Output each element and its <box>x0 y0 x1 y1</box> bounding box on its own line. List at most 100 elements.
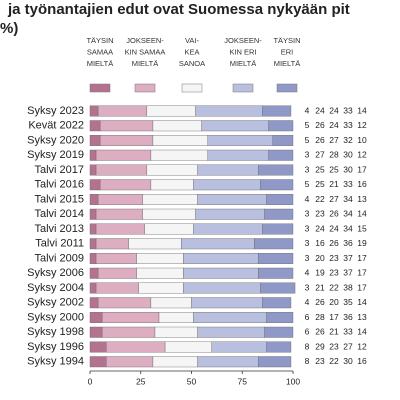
bar-segment <box>254 238 294 250</box>
value-label: 20 <box>329 297 339 307</box>
value-label: 12 <box>357 120 367 130</box>
value-label: 36 <box>343 238 353 248</box>
legend-swatch <box>89 83 111 93</box>
bar-segment <box>152 135 208 146</box>
value-label: 5 <box>305 135 310 145</box>
bar-segment <box>89 326 103 338</box>
value-label: 12 <box>357 341 367 351</box>
category-label: Kevät 2022 <box>28 120 84 132</box>
value-label: 24 <box>329 223 339 233</box>
bar-segment <box>152 120 202 132</box>
value-label: 23 <box>315 209 325 219</box>
bar-segment <box>146 105 196 117</box>
bar-segment <box>266 312 294 323</box>
bar-segment <box>138 282 184 294</box>
value-label: 16 <box>315 238 325 248</box>
bar-segment <box>128 238 182 250</box>
bar-segment <box>136 253 184 264</box>
bar-segment <box>95 223 146 235</box>
bar-segment <box>258 164 294 176</box>
value-label: 21 <box>329 327 339 337</box>
bar-segment <box>89 297 99 309</box>
value-label: 6 <box>305 312 310 322</box>
bar-segment <box>158 312 194 323</box>
value-label: 22 <box>329 282 339 292</box>
value-label: 21 <box>329 179 339 189</box>
legend-swatch <box>232 83 254 93</box>
value-label: 14 <box>357 105 367 115</box>
bar-segment <box>89 149 97 161</box>
value-label: 3 <box>305 223 310 233</box>
bar-segment <box>97 194 143 205</box>
bar-segment <box>144 223 194 235</box>
value-label: 30 <box>343 150 353 160</box>
value-label: 5 <box>305 179 310 189</box>
value-label: 15 <box>357 223 367 233</box>
category-label: Talvi 2016 <box>34 179 84 191</box>
bar-segment <box>95 149 152 161</box>
bar-segment <box>183 253 259 264</box>
category-label: Talvi 2015 <box>34 193 84 205</box>
value-label: 27 <box>329 135 339 145</box>
value-label: 17 <box>357 253 367 263</box>
value-label: 16 <box>357 356 367 366</box>
bar-segment <box>89 238 97 250</box>
bar-segment <box>207 149 269 161</box>
bar-segment <box>142 208 196 220</box>
bar-segment <box>164 341 212 353</box>
category-label: Syksy 1994 <box>27 356 84 368</box>
value-label: 20 <box>315 253 325 263</box>
value-label: 17 <box>329 312 339 322</box>
category-label: Talvi 2017 <box>34 164 84 176</box>
bar-segment <box>89 164 97 176</box>
bar-segment <box>89 135 101 146</box>
bar-segment <box>258 253 294 264</box>
value-label: 23 <box>329 341 339 351</box>
category-label: Syksy 2004 <box>27 282 84 294</box>
bar-segment <box>195 105 263 117</box>
category-label: Syksy 2002 <box>27 297 84 309</box>
value-label: 3 <box>305 150 310 160</box>
bar-segment <box>89 179 101 191</box>
category-label: Talvi 2009 <box>34 252 84 264</box>
bar-segment <box>106 341 166 353</box>
value-label: 34 <box>343 223 353 233</box>
bar-segment <box>197 326 265 338</box>
bar-segment <box>193 312 267 323</box>
value-label: 14 <box>357 327 367 337</box>
value-label: 4 <box>305 297 310 307</box>
value-label: 8 <box>305 356 310 366</box>
value-label: 30 <box>343 356 353 366</box>
legend-swatch <box>181 83 203 93</box>
x-tick-label: 75 <box>238 376 248 386</box>
value-label: 8 <box>305 341 310 351</box>
bar-segment <box>258 267 294 279</box>
bar-segment <box>150 179 194 191</box>
bar-segment <box>97 267 137 279</box>
legend-label: VAI-KEA SANOA <box>179 36 205 68</box>
bar-segment <box>89 253 97 264</box>
bar-segment <box>183 282 261 294</box>
value-label: 26 <box>329 209 339 219</box>
bar-segment <box>99 120 154 132</box>
value-label: 30 <box>343 164 353 174</box>
legend-label: TÄYSIN ERI MIELTÄ <box>273 36 300 68</box>
bar-segment <box>195 208 265 220</box>
bar-segment <box>101 312 160 323</box>
bar-segment <box>260 179 294 191</box>
bar-segment <box>268 120 294 132</box>
bar-segment <box>264 208 294 220</box>
value-label: 33 <box>343 120 353 130</box>
bar-segment <box>201 120 269 132</box>
value-label: 16 <box>357 179 367 189</box>
value-label: 14 <box>357 297 367 307</box>
bar-segment <box>262 297 292 309</box>
bar-segment <box>197 356 259 368</box>
bar-segment <box>99 135 154 146</box>
value-label: 3 <box>305 164 310 174</box>
value-label: 24 <box>315 105 325 115</box>
category-label: Syksy 2019 <box>27 149 84 161</box>
value-label: 24 <box>315 223 325 233</box>
value-label: 19 <box>357 238 367 248</box>
bar-segment <box>268 149 294 161</box>
